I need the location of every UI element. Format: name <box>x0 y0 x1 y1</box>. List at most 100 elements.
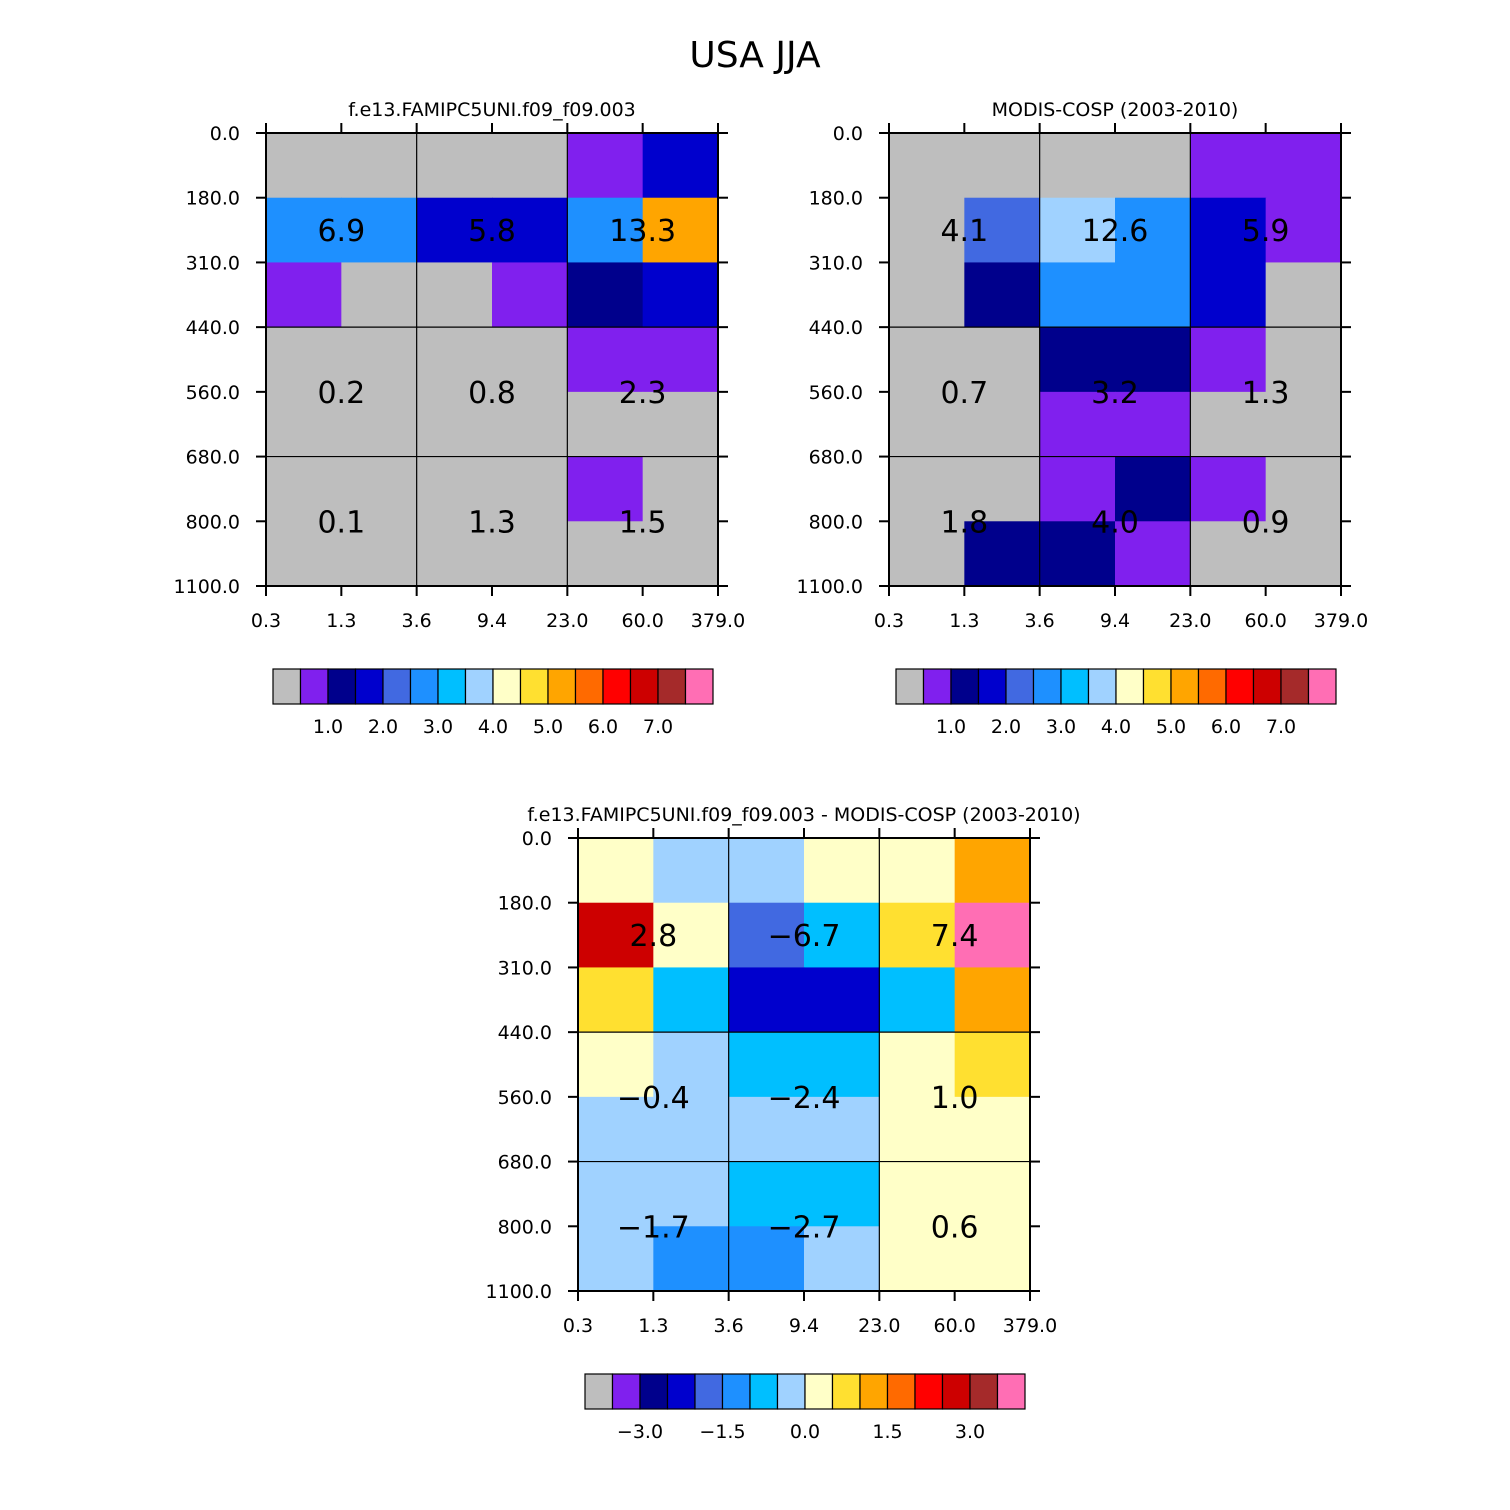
heatmap-cell <box>879 1161 956 1227</box>
x-tick-label: 23.0 <box>1169 610 1211 632</box>
colorbar-swatch <box>519 668 549 705</box>
group-value-label: 0.6 <box>931 1210 979 1245</box>
colorbar-swatch <box>1197 668 1227 705</box>
heatmap-cell <box>653 1096 730 1163</box>
colorbar-swatch <box>409 668 439 705</box>
colorbar-label: 1.0 <box>313 716 343 738</box>
heatmap-cell <box>578 902 654 969</box>
y-tick-label: 310.0 <box>498 957 552 979</box>
y-tick-label: 560.0 <box>498 1087 552 1109</box>
group-value-label: 13.3 <box>609 214 676 249</box>
heatmap-cell <box>804 902 880 969</box>
colorbar-label: 6.0 <box>1211 716 1241 738</box>
heatmap-cell <box>642 327 719 393</box>
figure-title: USA JJA <box>689 35 821 76</box>
group-value-label: 4.1 <box>940 214 988 249</box>
heatmap-cell <box>804 1226 880 1292</box>
colorbar-swatch <box>1252 668 1282 705</box>
heatmap-cell <box>492 133 568 199</box>
heatmap-cell <box>492 456 568 522</box>
colorbar-swatch <box>1060 668 1090 705</box>
group-value-label: 0.8 <box>468 376 516 411</box>
heatmap-cell <box>653 902 730 969</box>
heatmap-cell <box>954 1226 1031 1292</box>
heatmap-cell <box>578 1161 654 1227</box>
heatmap-cell <box>964 456 1041 522</box>
heatmap-cell <box>1115 197 1191 264</box>
y-tick-label: 180.0 <box>498 893 552 915</box>
heatmap-cell <box>804 1032 880 1098</box>
colorbar-swatch <box>776 1373 806 1410</box>
colorbar-label: 1.0 <box>936 716 966 738</box>
heatmap-cell <box>889 133 965 199</box>
x-tick-label: 0.3 <box>563 1315 593 1337</box>
colorbar-swatch <box>684 668 714 705</box>
heatmap-cell <box>266 327 342 393</box>
heatmap-cell <box>1039 327 1116 393</box>
colorbar-label: 3.0 <box>1046 716 1076 738</box>
colorbar-swatch <box>941 1373 971 1410</box>
heatmap-cell <box>642 521 719 587</box>
heatmap-cell <box>889 521 965 587</box>
colorbar-swatch <box>996 1373 1026 1410</box>
colorbar-swatch <box>721 1373 751 1410</box>
heatmap-cell <box>1190 197 1267 264</box>
group-value-label: −2.7 <box>768 1210 841 1245</box>
heatmap-cell <box>889 327 965 393</box>
heatmap-cell <box>492 327 568 393</box>
group-value-label: 3.2 <box>1091 376 1139 411</box>
colorbar-swatch <box>629 668 659 705</box>
colorbar-swatch <box>1115 668 1145 705</box>
heatmap-cell <box>642 197 719 264</box>
heatmap-cell <box>964 327 1041 393</box>
heatmap-cell <box>728 1226 805 1292</box>
heatmap-cell <box>879 838 956 904</box>
colorbar-swatch <box>749 1373 779 1410</box>
heatmap-cell <box>416 391 493 458</box>
heatmap-cell <box>1115 262 1191 328</box>
heatmap-cell <box>1115 327 1191 393</box>
heatmap-cell <box>567 197 644 264</box>
heatmap-cell <box>1039 262 1116 328</box>
group-value-label: −6.7 <box>768 919 841 954</box>
heatmap-cell <box>266 133 342 199</box>
x-tick-label: 9.4 <box>477 610 507 632</box>
colorbar-swatch <box>464 668 494 705</box>
heatmap-cell <box>1265 391 1342 458</box>
colorbar-swatch <box>831 1373 861 1410</box>
heatmap-cell <box>416 456 493 522</box>
colorbar-swatch <box>1280 668 1310 705</box>
heatmap-cell <box>416 197 493 264</box>
group-value-label: 2.8 <box>629 919 677 954</box>
x-tick-label: 1.3 <box>638 1315 668 1337</box>
heatmap-cell <box>804 1161 880 1227</box>
heatmap-cell <box>879 967 956 1033</box>
y-tick-label: 1100.0 <box>486 1281 552 1303</box>
x-tick-label: 60.0 <box>622 610 664 632</box>
y-tick-label: 560.0 <box>186 382 240 404</box>
heatmap-cell <box>653 967 730 1033</box>
x-tick-label: 379.0 <box>1314 610 1368 632</box>
colorbar-label: 7.0 <box>643 716 673 738</box>
y-tick-label: 180.0 <box>809 188 863 210</box>
group-value-label: 1.3 <box>468 505 516 540</box>
heatmap-cell <box>578 838 654 904</box>
x-tick-label: 23.0 <box>858 1315 900 1337</box>
heatmap-cell <box>642 133 719 199</box>
y-tick-label: 800.0 <box>809 511 863 533</box>
heatmap-cell <box>266 391 342 458</box>
colorbar-swatch <box>859 1373 889 1410</box>
y-tick-label: 310.0 <box>186 252 240 274</box>
heatmap-cell <box>1190 456 1267 522</box>
y-tick-label: 440.0 <box>186 317 240 339</box>
colorbar-label: 4.0 <box>478 716 508 738</box>
colorbar-swatch <box>382 668 412 705</box>
colorbar-swatch <box>611 1373 641 1410</box>
heatmap-cell <box>578 1032 654 1098</box>
colorbar-swatch <box>666 1373 696 1410</box>
heatmap-cell <box>567 521 644 587</box>
group-value-label: 1.5 <box>619 505 667 540</box>
colorbar-swatch <box>914 1373 944 1410</box>
colorbar-swatch <box>437 668 467 705</box>
